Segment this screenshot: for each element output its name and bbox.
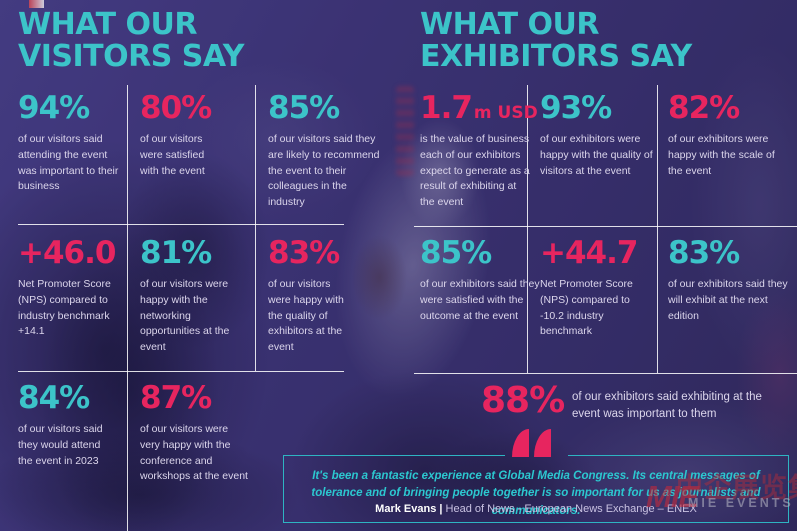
- stat-number: 94%: [18, 90, 90, 126]
- quote-box-border: [283, 455, 284, 523]
- stat-number: 85%: [268, 90, 340, 126]
- grid-line-vertical: [255, 85, 256, 371]
- stat-number: 93%: [540, 90, 612, 126]
- stat-number: 80%: [140, 90, 212, 126]
- visitors-stat-cell: 94% of our visitors said attending the e…: [18, 93, 123, 195]
- stat-value: 83%: [668, 238, 796, 269]
- exhibitors-stat-cell: 1.7 m USD is the value of business each o…: [420, 90, 538, 211]
- stat-description: of our exhibitors said they were satisfi…: [420, 278, 540, 322]
- stat-description: of our visitors said they are likely to …: [268, 133, 380, 208]
- grid-line-vertical: [657, 85, 658, 373]
- stat-number: 85%: [420, 235, 492, 271]
- exhibitors-title-line1: WHAT OUR: [420, 7, 599, 42]
- visitors-stat-cell: 84% of our visitors said they would atte…: [18, 383, 106, 469]
- stat-description: of our exhibitors said they will exhibit…: [668, 278, 788, 322]
- quote-box-border: [788, 455, 789, 523]
- stat-number: 1.7: [420, 90, 473, 126]
- stat-description: of our visitors said they would attend t…: [18, 423, 103, 467]
- stat-value: 81%: [140, 238, 230, 269]
- grid-line-horizontal: [18, 371, 344, 372]
- stat-value: 83%: [268, 238, 356, 269]
- visitors-title-line2: VISITORS SAY: [18, 39, 244, 75]
- stat-description: of our visitors were happy with the netw…: [140, 278, 230, 353]
- testimonial-attribution: Mark Evans | Head of News - European New…: [295, 503, 777, 515]
- photo-blob-sign: [396, 86, 414, 176]
- visitors-stat-cell: +46.0 Net Promoter Score (NPS) compared …: [18, 238, 120, 340]
- watermark-chinese-text: 中企展览集团: [676, 473, 797, 503]
- quote-author: Mark Evans |: [375, 503, 443, 515]
- stat-number: 83%: [268, 235, 340, 271]
- grid-line-vertical: [527, 85, 528, 373]
- stat-value: 82%: [668, 93, 792, 124]
- stat-number: 87%: [140, 380, 212, 416]
- quote-mark-icon: [512, 429, 551, 457]
- quote-author-role: Head of News - European News Exchange – …: [445, 503, 697, 515]
- stat-description: Net Promoter Score (NPS) compared to -10…: [540, 278, 633, 338]
- quote-box-border: [283, 455, 505, 456]
- stat-number: 83%: [668, 235, 740, 271]
- visitors-stat-cell: 83% of our visitors were happy with the …: [268, 238, 356, 356]
- stat-description: Net Promoter Score (NPS) compared to ind…: [18, 278, 111, 338]
- stat-description: of our exhibitors were happy with the qu…: [540, 133, 653, 177]
- exhibitors-section-title: WHAT OUR EXHIBITORS SAY: [420, 7, 692, 75]
- stat-number: 82%: [668, 90, 740, 126]
- quote-box-border: [283, 522, 789, 523]
- grid-line-horizontal: [414, 226, 797, 227]
- visitors-title-line1: WHAT OUR: [18, 7, 197, 42]
- exhibitors-title-line2: EXHIBITORS SAY: [420, 39, 692, 75]
- highlight-stat-value: 88%: [481, 380, 565, 421]
- stat-number: +44.7: [540, 235, 638, 271]
- highlight-stat-description: of our exhibitors said exhibiting at the…: [572, 391, 762, 420]
- stat-number: 84%: [18, 380, 90, 416]
- stat-description: is the value of business each of our exh…: [420, 133, 530, 208]
- stat-value: 84%: [18, 383, 106, 414]
- quote-box-border: [568, 455, 789, 456]
- watermark-mie-logo: MIE: [646, 479, 699, 514]
- exhibitors-stat-cell: 82% of our exhibitors were happy with th…: [668, 93, 792, 179]
- exhibitors-stat-cell: 85% of our exhibitors said they were sat…: [420, 238, 540, 324]
- visitors-stat-cell: 87% of our visitors were very happy with…: [140, 383, 248, 485]
- grid-line-vertical: [127, 85, 128, 531]
- visitors-stat-cell: 80% of our visitors were satisfied with …: [140, 93, 222, 179]
- exhibitors-stat-cell: 93% of our exhibitors were happy with th…: [540, 93, 658, 179]
- watermark-english-text: MIE EVENTS DMCC: [688, 496, 797, 510]
- stat-value: 1.7 m USD: [420, 90, 538, 126]
- stat-value: 94%: [18, 93, 123, 124]
- stat-number: 81%: [140, 235, 212, 271]
- watermark-top-fragment: [29, 0, 44, 8]
- stat-value: +44.7: [540, 238, 642, 269]
- exhibitors-stat-cell: 83% of our exhibitors said they will exh…: [668, 238, 796, 324]
- stat-description: of our exhibitors were happy with the sc…: [668, 133, 775, 177]
- visitors-stat-cell: 81% of our visitors were happy with the …: [140, 238, 230, 356]
- stat-unit: m USD: [473, 103, 538, 123]
- stat-value: 85%: [420, 238, 540, 269]
- stat-value: 93%: [540, 93, 658, 124]
- visitors-section-title: WHAT OUR VISITORS SAY: [18, 7, 244, 75]
- exhibitors-stat-cell: +44.7 Net Promoter Score (NPS) compared …: [540, 238, 642, 340]
- stat-value: +46.0: [18, 238, 120, 269]
- stat-description: of our visitors said attending the event…: [18, 133, 119, 193]
- stat-value: 87%: [140, 383, 248, 414]
- stat-value: 80%: [140, 93, 222, 124]
- stat-description: of our visitors were very happy with the…: [140, 423, 248, 483]
- photo-blob-face: [352, 235, 407, 320]
- testimonial-quote: It's been a fantastic experience at Glob…: [311, 470, 761, 517]
- visitors-stat-cell: 85% of our visitors said they are likely…: [268, 93, 386, 211]
- stat-description: of our visitors were happy with the qual…: [268, 278, 344, 353]
- stat-value: 85%: [268, 93, 386, 124]
- grid-line-horizontal: [18, 224, 344, 225]
- stat-description: of our visitors were satisfied with the …: [140, 133, 205, 177]
- grid-line-horizontal: [414, 373, 797, 374]
- stat-number: +46.0: [18, 235, 116, 271]
